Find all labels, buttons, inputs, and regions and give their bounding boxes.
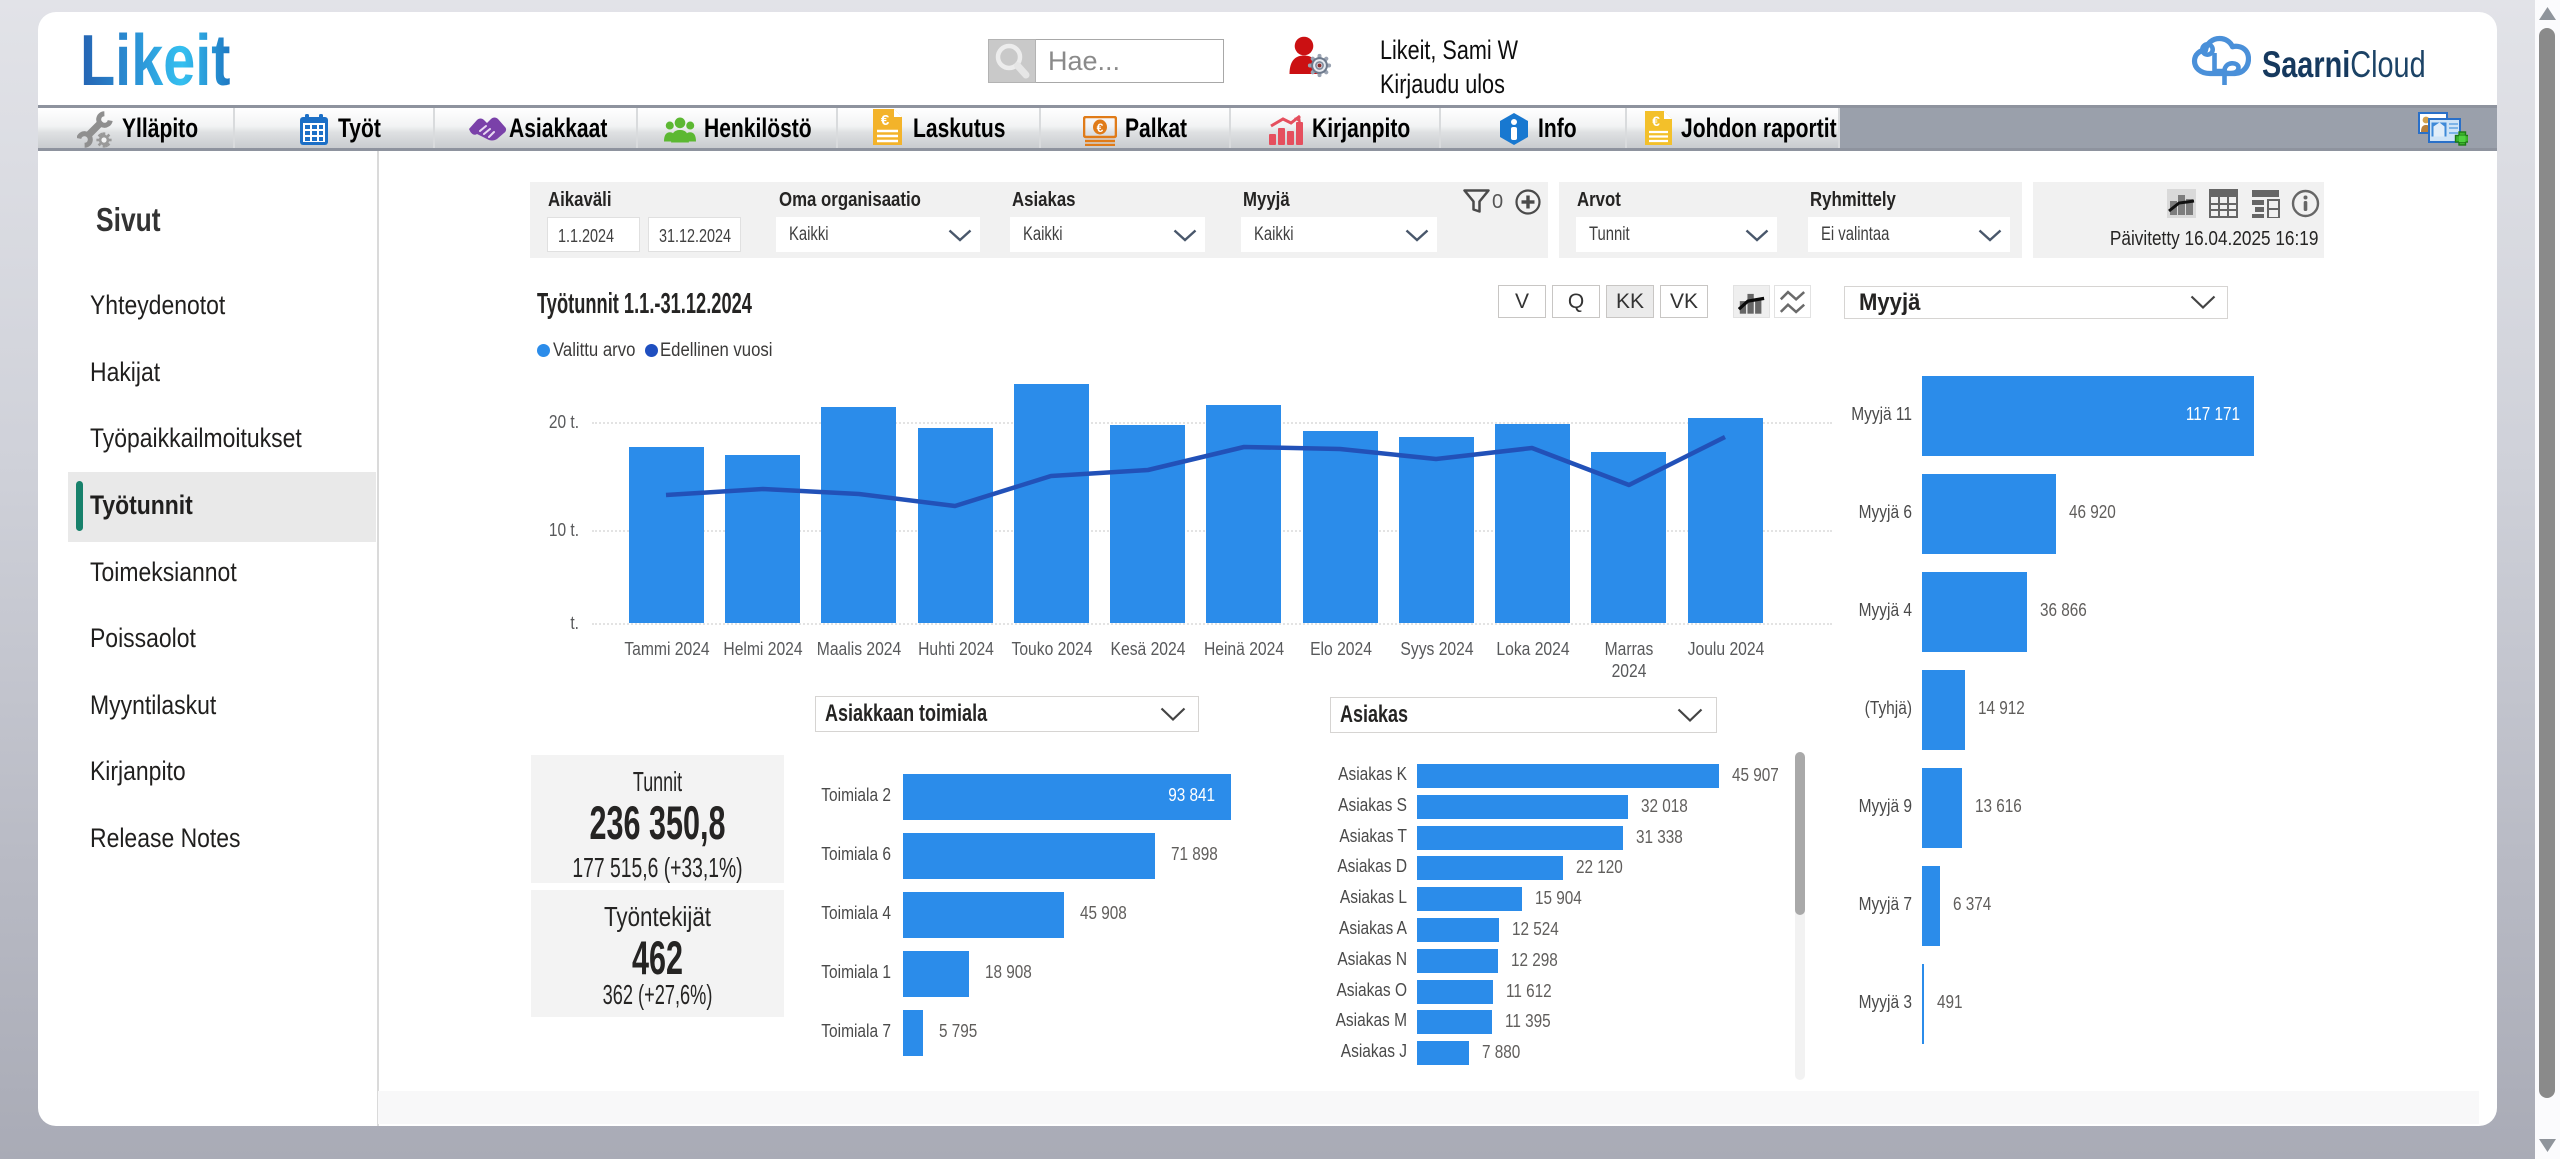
svg-text:€: € bbox=[881, 112, 890, 129]
svg-text:€: € bbox=[1097, 121, 1104, 135]
svg-text:€: € bbox=[1652, 113, 1660, 129]
